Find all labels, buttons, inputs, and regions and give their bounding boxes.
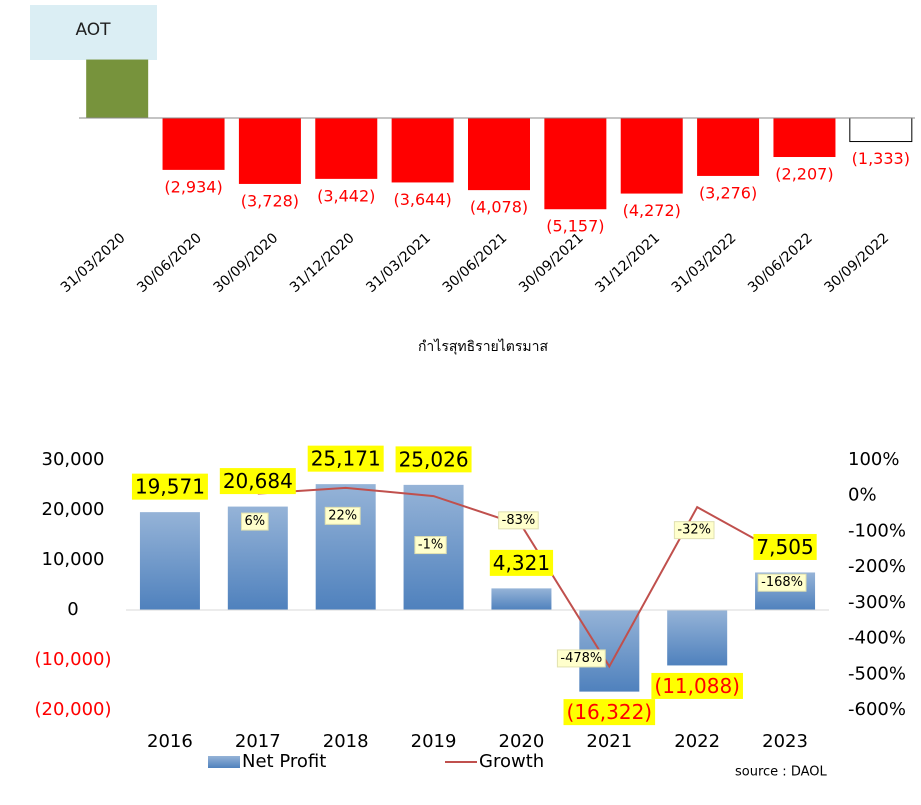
- label-box: [324, 506, 361, 525]
- data-label: 25,026: [399, 447, 469, 471]
- bar: [773, 117, 836, 158]
- bar: [491, 588, 552, 610]
- label-box: [241, 512, 269, 531]
- data-label: 19,571: [135, 475, 205, 499]
- data-label: 7,505: [756, 535, 813, 559]
- legend-label: Growth: [479, 751, 544, 772]
- data-label: (16,322): [567, 700, 653, 724]
- x-axis-label: กำไรสุทธิรายไตรมาส: [418, 338, 549, 355]
- x-tick-label: 30/06/2021: [440, 230, 511, 296]
- y2-tick-label: -400%: [848, 628, 906, 649]
- data-label: (3,644): [393, 190, 451, 209]
- x-tick-label: 30/09/2021: [516, 230, 587, 296]
- bar: [697, 117, 760, 176]
- label-box: [563, 699, 656, 726]
- growth-label: -32%: [677, 523, 711, 538]
- x-tick-label: 31/12/2021: [592, 230, 663, 296]
- label-box: [757, 573, 807, 592]
- growth-label: 6%: [245, 514, 266, 529]
- label-box: [556, 649, 606, 668]
- growth-label: 22%: [328, 508, 357, 523]
- data-label: (4,078): [470, 198, 528, 217]
- label-box: [131, 473, 208, 500]
- y-tick-label: 30,000: [42, 449, 105, 470]
- x-tick-label: 31/12/2020: [287, 230, 358, 296]
- y-tick-label: 20,000: [42, 499, 105, 520]
- y-tick-label: 10,000: [42, 549, 105, 570]
- x-tick-label: 30/06/2020: [134, 230, 205, 296]
- y2-tick-label: -200%: [848, 556, 906, 577]
- x-tick-label: 2019: [411, 731, 457, 752]
- data-label: (2,934): [164, 177, 222, 196]
- title-box: [30, 5, 157, 60]
- legend-label: Net Profit: [242, 751, 326, 772]
- y2-tick-label: -600%: [848, 699, 906, 720]
- y-tick-label: (20,000): [34, 699, 111, 720]
- label-box: [414, 536, 447, 555]
- bar: [849, 117, 913, 143]
- growth-label: -83%: [502, 513, 536, 528]
- bar: [162, 117, 225, 170]
- bar: [238, 117, 301, 184]
- chart-title: AOT: [75, 20, 111, 40]
- x-tick-label: 2020: [499, 731, 545, 752]
- growth-label: -168%: [761, 575, 803, 590]
- bar: [468, 117, 530, 191]
- growth-label: -1%: [418, 538, 443, 553]
- data-label: (3,728): [241, 191, 299, 210]
- y-tick-label: 0: [67, 599, 78, 620]
- y2-tick-label: -100%: [848, 520, 906, 541]
- data-label: (4,272): [623, 201, 681, 220]
- x-tick-label: 2023: [762, 731, 808, 752]
- data-label: 20,684: [223, 469, 293, 493]
- data-label: 25,171: [311, 447, 381, 471]
- bar: [544, 117, 607, 210]
- label-box: [498, 511, 539, 530]
- x-tick-label: 30/09/2022: [821, 230, 892, 296]
- x-tick-label: 2018: [323, 731, 369, 752]
- y2-tick-label: 100%: [848, 449, 899, 470]
- bar: [139, 512, 200, 610]
- x-tick-label: 30/09/2020: [211, 230, 282, 296]
- label-box: [651, 672, 743, 699]
- growth-label: -478%: [560, 651, 602, 666]
- legend-swatch: [208, 756, 240, 768]
- label-box: [219, 468, 296, 495]
- y2-tick-label: -500%: [848, 663, 906, 684]
- x-tick-label: 31/03/2022: [669, 230, 740, 296]
- bar: [620, 117, 683, 194]
- x-tick-label: 2017: [235, 731, 281, 752]
- data-label: (3,442): [317, 186, 375, 205]
- label-box: [395, 446, 472, 473]
- y2-tick-label: 0%: [848, 485, 877, 506]
- bar: [315, 117, 378, 179]
- source-note: source : DAOL: [735, 765, 827, 780]
- x-tick-label: 31/03/2021: [363, 230, 434, 296]
- bar: [391, 117, 454, 183]
- x-tick-label: 31/03/2020: [58, 230, 129, 296]
- data-label: (3,276): [699, 183, 757, 202]
- x-tick-label: 2022: [674, 731, 720, 752]
- data-label: (1,333): [852, 149, 910, 168]
- x-tick-label: 2021: [586, 731, 632, 752]
- y2-tick-label: -300%: [848, 592, 906, 613]
- label-box: [673, 521, 715, 540]
- data-label: 4,321: [493, 551, 550, 575]
- data-label: (5,157): [546, 217, 604, 236]
- bar: [667, 610, 728, 666]
- data-label: (11,088): [654, 674, 740, 698]
- label-box: [489, 549, 554, 576]
- label-box: [753, 533, 817, 560]
- bar: [86, 59, 149, 118]
- label-box: [307, 445, 384, 472]
- x-tick-label: 30/06/2022: [745, 230, 816, 296]
- data-label: (2,207): [775, 165, 833, 184]
- x-tick-label: 2016: [147, 731, 193, 752]
- y-tick-label: (10,000): [34, 649, 111, 670]
- bar: [315, 484, 376, 610]
